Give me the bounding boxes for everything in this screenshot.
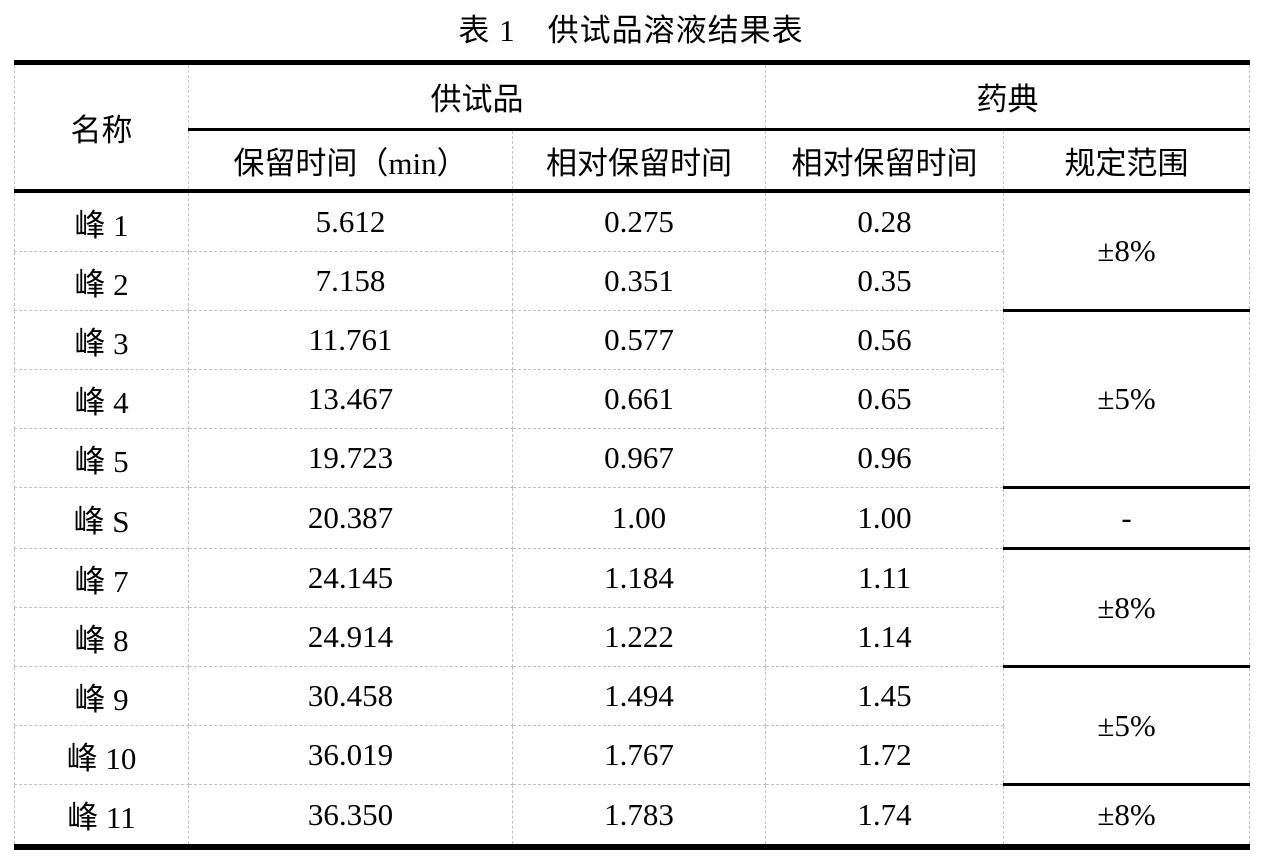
retention-time: 5.612 — [188, 190, 513, 253]
peak-name: 峰 1 — [14, 190, 189, 253]
pharmacopoeia-rrt: 0.35 — [765, 251, 1004, 312]
specified-range-cell: ±8% — [1003, 190, 1250, 313]
specified-range-cell: ±5% — [1003, 666, 1250, 787]
table-row: 峰 10 36.019 1.767 1.72 — [14, 725, 1250, 786]
pharmacopoeia-rrt: 1.11 — [765, 548, 1004, 609]
table-row: 峰 S 20.387 1.00 1.00 - — [14, 487, 1250, 551]
table-row: 峰 1 5.612 0.275 0.28 ±8% — [14, 190, 1250, 313]
col-header-name: 名称 — [14, 60, 189, 194]
relative-retention-time: 1.494 — [512, 666, 766, 727]
relative-retention-time: 1.767 — [512, 725, 766, 786]
results-table: 名称 供试品 药典 保留时间（min） 相对保留时间 相对保留时间 规定范围 峰… — [14, 60, 1250, 851]
retention-time: 7.158 — [188, 251, 513, 312]
pharmacopoeia-rrt: 1.45 — [765, 666, 1004, 727]
specified-range-cell: ±5% — [1003, 310, 1250, 490]
subheader-relative-rt-sample: 相对保留时间 — [512, 129, 766, 194]
peak-name: 峰 S — [14, 487, 189, 550]
subheader-specified-range: 规定范围 — [1003, 129, 1250, 194]
relative-retention-time: 0.351 — [512, 251, 766, 312]
group-header-sample: 供试品 — [188, 60, 766, 132]
peak-name: 峰 3 — [14, 310, 189, 371]
relative-retention-time: 0.275 — [512, 190, 766, 253]
table-row: 峰 3 11.761 0.577 0.56 ±5% — [14, 310, 1250, 490]
relative-retention-time: 1.184 — [512, 548, 766, 609]
table-row: 峰 5 19.723 0.967 0.96 — [14, 428, 1250, 489]
specified-range-cell: - — [1003, 487, 1250, 551]
peak-name: 峰 9 — [14, 666, 189, 727]
table-body: 峰 1 5.612 0.275 0.28 ±8% 峰 2 7.158 0.351… — [14, 190, 1250, 851]
pharmacopoeia-rrt: 0.65 — [765, 369, 1004, 430]
pharmacopoeia-rrt: 0.28 — [765, 190, 1004, 253]
relative-retention-time: 1.783 — [512, 784, 766, 851]
specified-range-cell: ±8% — [1003, 548, 1250, 669]
peak-name: 峰 7 — [14, 548, 189, 609]
relative-retention-time: 1.222 — [512, 607, 766, 668]
subheader-relative-rt-pharmacopoeia: 相对保留时间 — [765, 129, 1004, 194]
peak-name: 峰 4 — [14, 369, 189, 430]
relative-retention-time: 0.661 — [512, 369, 766, 430]
table-row: 峰 11 36.350 1.783 1.74 ±8% — [14, 784, 1250, 851]
table-header: 名称 供试品 药典 保留时间（min） 相对保留时间 相对保留时间 规定范围 — [14, 60, 1250, 194]
subheader-retention-time: 保留时间（min） — [188, 129, 513, 194]
pharmacopoeia-rrt: 1.72 — [765, 725, 1004, 786]
peak-name: 峰 10 — [14, 725, 189, 786]
table-row: 峰 7 24.145 1.184 1.11 ±8% — [14, 548, 1250, 669]
header-sub-row: 保留时间（min） 相对保留时间 相对保留时间 规定范围 — [15, 129, 1250, 194]
relative-retention-time: 0.577 — [512, 310, 766, 371]
specified-range-cell: ±8% — [1003, 784, 1250, 851]
peak-name: 峰 2 — [14, 251, 189, 312]
retention-time: 20.387 — [188, 487, 513, 550]
relative-retention-time: 0.967 — [512, 428, 766, 489]
table-row: 峰 4 13.467 0.661 0.65 — [14, 369, 1250, 430]
pharmacopoeia-rrt: 1.14 — [765, 607, 1004, 668]
pharmacopoeia-rrt: 1.00 — [765, 487, 1004, 550]
retention-time: 19.723 — [188, 428, 513, 489]
retention-time: 30.458 — [188, 666, 513, 727]
retention-time: 36.019 — [188, 725, 513, 786]
retention-time: 24.145 — [188, 548, 513, 609]
pharmacopoeia-rrt: 0.96 — [765, 428, 1004, 489]
group-header-pharmacopoeia: 药典 — [765, 60, 1250, 132]
header-group-row: 名称 供试品 药典 — [14, 60, 1250, 194]
pharmacopoeia-rrt: 1.74 — [765, 784, 1004, 851]
table-row: 峰 2 7.158 0.351 0.35 — [14, 251, 1250, 312]
table-row: 峰 9 30.458 1.494 1.45 ±5% — [14, 666, 1250, 787]
table-title: 表 1 供试品溶液结果表 — [458, 13, 804, 48]
peak-name: 峰 11 — [14, 784, 189, 851]
retention-time: 11.761 — [188, 310, 513, 371]
retention-time: 24.914 — [188, 607, 513, 668]
retention-time: 36.350 — [188, 784, 513, 851]
relative-retention-time: 1.00 — [512, 487, 766, 550]
retention-time: 13.467 — [188, 369, 513, 430]
peak-name: 峰 8 — [14, 607, 189, 668]
pharmacopoeia-rrt: 0.56 — [765, 310, 1004, 371]
peak-name: 峰 5 — [14, 428, 189, 489]
